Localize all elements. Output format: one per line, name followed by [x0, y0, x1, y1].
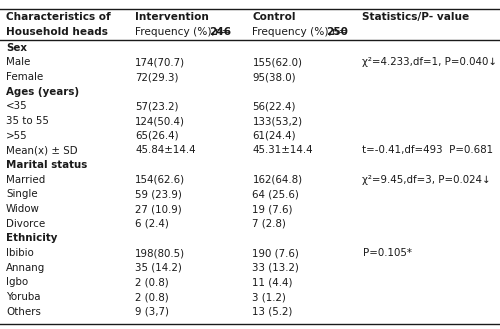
Text: 59 (23.9): 59 (23.9): [135, 190, 182, 199]
Text: 13 (5.2): 13 (5.2): [252, 307, 293, 317]
Text: Ages (years): Ages (years): [6, 87, 79, 97]
Text: Female: Female: [6, 72, 44, 82]
Text: 45.31±14.4: 45.31±14.4: [252, 145, 313, 155]
Text: 162(64.8): 162(64.8): [252, 175, 302, 185]
Text: Male: Male: [6, 58, 30, 67]
Text: 190 (7.6): 190 (7.6): [252, 248, 300, 258]
Text: 61(24.4): 61(24.4): [252, 131, 296, 141]
Text: 33 (13.2): 33 (13.2): [252, 263, 300, 273]
Text: 246: 246: [209, 27, 231, 37]
Text: 27 (10.9): 27 (10.9): [135, 204, 182, 214]
Text: 124(50.4): 124(50.4): [135, 116, 185, 126]
Text: Married: Married: [6, 175, 45, 185]
Text: Intervention: Intervention: [135, 12, 209, 22]
Text: 19 (7.6): 19 (7.6): [252, 204, 293, 214]
Text: Household heads: Household heads: [6, 27, 108, 37]
Text: 250: 250: [326, 27, 348, 37]
Text: Single: Single: [6, 190, 38, 199]
Text: 35 to 55: 35 to 55: [6, 116, 49, 126]
Text: Mean(x) ± SD: Mean(x) ± SD: [6, 145, 78, 155]
Text: 64 (25.6): 64 (25.6): [252, 190, 300, 199]
Text: Sex: Sex: [6, 43, 27, 53]
Text: 11 (4.4): 11 (4.4): [252, 277, 293, 288]
Text: Control: Control: [252, 12, 296, 22]
Text: 7 (2.8): 7 (2.8): [252, 219, 286, 229]
Text: Ibibio: Ibibio: [6, 248, 34, 258]
Text: 56(22.4): 56(22.4): [252, 101, 296, 112]
Text: Ethnicity: Ethnicity: [6, 234, 58, 243]
Text: t=-0.41,df=493  P=0.681: t=-0.41,df=493 P=0.681: [362, 145, 494, 155]
Text: 6 (2.4): 6 (2.4): [135, 219, 169, 229]
Text: >55: >55: [6, 131, 28, 141]
Text: 155(62.0): 155(62.0): [252, 58, 302, 67]
Text: 72(29.3): 72(29.3): [135, 72, 178, 82]
Text: 35 (14.2): 35 (14.2): [135, 263, 182, 273]
Text: Annang: Annang: [6, 263, 45, 273]
Text: 95(38.0): 95(38.0): [252, 72, 296, 82]
Text: P=0.105*: P=0.105*: [362, 248, 412, 258]
Text: 45.84±14.4: 45.84±14.4: [135, 145, 196, 155]
Text: 57(23.2): 57(23.2): [135, 101, 178, 112]
Text: Statistics/P- value: Statistics/P- value: [362, 12, 470, 22]
Text: 65(26.4): 65(26.4): [135, 131, 178, 141]
Text: χ²=4.233,df=1, P=0.040↓: χ²=4.233,df=1, P=0.040↓: [362, 58, 498, 67]
Text: 3 (1.2): 3 (1.2): [252, 292, 286, 302]
Text: Frequency (%),n=: Frequency (%),n=: [252, 27, 348, 37]
Text: 198(80.5): 198(80.5): [135, 248, 185, 258]
Text: χ²=9.45,df=3, P=0.024↓: χ²=9.45,df=3, P=0.024↓: [362, 175, 491, 185]
Text: 2 (0.8): 2 (0.8): [135, 277, 169, 288]
Text: Marital status: Marital status: [6, 160, 87, 170]
Text: 154(62.6): 154(62.6): [135, 175, 185, 185]
Text: Others: Others: [6, 307, 41, 317]
Text: Divorce: Divorce: [6, 219, 45, 229]
Text: Widow: Widow: [6, 204, 40, 214]
Text: Yoruba: Yoruba: [6, 292, 40, 302]
Text: <35: <35: [6, 101, 28, 112]
Text: 9 (3,7): 9 (3,7): [135, 307, 169, 317]
Text: Igbo: Igbo: [6, 277, 28, 288]
Text: Characteristics of: Characteristics of: [6, 12, 111, 22]
Text: 174(70.7): 174(70.7): [135, 58, 185, 67]
Text: 2 (0.8): 2 (0.8): [135, 292, 169, 302]
Text: Frequency (%),n=: Frequency (%),n=: [135, 27, 230, 37]
Text: 133(53,2): 133(53,2): [252, 116, 302, 126]
